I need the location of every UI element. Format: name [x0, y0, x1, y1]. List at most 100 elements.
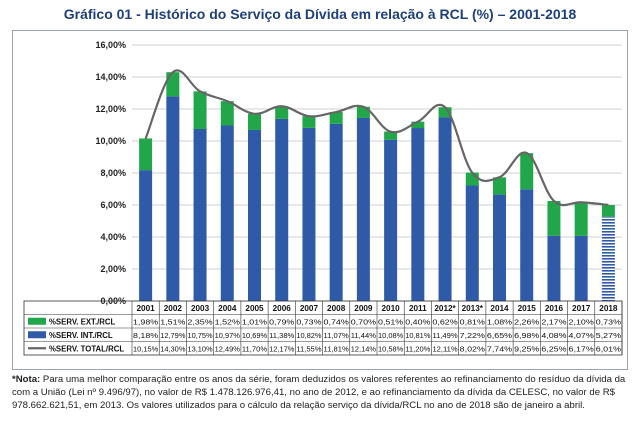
legend-label: %SERV. INT./RCL	[49, 331, 113, 340]
data-label: 1,98%	[133, 317, 158, 326]
x-tick-label: 2016	[545, 304, 564, 313]
bar-int	[574, 235, 588, 301]
data-label: 4,07%	[569, 331, 594, 340]
bar-int	[220, 125, 234, 301]
data-label: 11,38%	[269, 331, 294, 340]
data-label: 13,10%	[187, 344, 212, 353]
data-label: 11,20%	[405, 344, 430, 353]
bar-int	[193, 129, 207, 301]
bar-ext	[166, 72, 180, 97]
chart-title: Gráfico 01 - Histórico do Serviço da Dív…	[63, 6, 577, 22]
data-label: 11,55%	[296, 344, 321, 353]
y-tick-label: 8,00%	[100, 168, 126, 178]
bar-int	[493, 194, 506, 301]
bar-int	[275, 118, 289, 301]
data-label: 2,10%	[569, 317, 594, 326]
x-tick-label: 2012*	[434, 304, 456, 313]
bar-int	[302, 127, 316, 301]
x-tick-label: 2005	[245, 304, 264, 313]
data-label: 10,82%	[296, 331, 321, 340]
y-tick-label: 16,00%	[95, 40, 126, 50]
bars	[139, 72, 615, 302]
footnote-prefix: *Nota:	[12, 374, 41, 385]
x-tick-label: 2010	[382, 304, 401, 313]
bar-ext	[329, 112, 343, 124]
data-label: 4,08%	[541, 331, 566, 340]
data-label: 2,26%	[514, 317, 539, 326]
data-label: 0,79%	[269, 317, 294, 326]
bar-ext	[220, 101, 234, 126]
data-label: 0,73%	[596, 317, 621, 326]
x-tick-label: 2014	[490, 304, 509, 313]
data-label: 1,52%	[215, 317, 240, 326]
y-tick-label: 12,00%	[95, 104, 126, 114]
bar-ext	[411, 121, 425, 129]
bar-int	[356, 117, 370, 302]
bar-ext	[520, 153, 534, 190]
bar-ext	[193, 91, 207, 129]
x-tick-label: 2006	[273, 304, 292, 313]
gridlines	[132, 44, 622, 302]
x-tick-label: 2017	[572, 304, 591, 313]
x-tick-label: 2018	[599, 304, 618, 313]
y-tick-label: 14,00%	[95, 72, 126, 82]
bar-int	[438, 117, 452, 301]
bar-int	[329, 123, 343, 301]
x-tick-label: 2004	[218, 304, 237, 313]
x-tick-label: 2009	[354, 304, 373, 313]
bar-ext	[493, 177, 506, 195]
x-tick-label: 2001	[137, 304, 156, 313]
data-label: 12,14%	[351, 344, 376, 353]
bar-int	[547, 235, 561, 301]
data-label: 12,79%	[160, 331, 185, 340]
y-tick-label: 2,00%	[100, 264, 126, 274]
x-tick-label: 2003	[191, 304, 210, 313]
data-label: 10,08%	[378, 331, 403, 340]
data-label: 0,62%	[432, 317, 457, 326]
data-label: 1,01%	[242, 317, 267, 326]
chart: 0,00%2,00%4,00%6,00%8,00%10,00%12,00%14,…	[23, 40, 623, 356]
bar-ext	[275, 106, 289, 119]
data-label: 6,01%	[596, 344, 621, 353]
y-tick-label: 10,00%	[95, 136, 126, 146]
data-label: 12,11%	[432, 344, 457, 353]
footnote: *Nota: Para uma melhor comparação entre …	[12, 374, 628, 412]
data-label: 6,98%	[514, 331, 539, 340]
legend-key	[28, 317, 46, 325]
x-tick-label: 2015	[518, 304, 537, 313]
bar-ext	[248, 113, 261, 130]
bar-int	[384, 139, 398, 301]
bar-ext	[139, 138, 153, 171]
total-line-path	[144, 69, 609, 207]
data-label: 7,22%	[460, 331, 485, 340]
bar-int	[411, 128, 425, 301]
data-label: 11,49%	[432, 331, 457, 340]
data-table: 2001 2002 2003 2004 2005 2006 2007 2008 2009 2010…	[23, 300, 623, 356]
data-label: 11,07%	[324, 331, 349, 340]
data-label: 11,70%	[242, 344, 267, 353]
data-label: 10,15%	[133, 344, 158, 353]
data-label: 7,74%	[487, 344, 512, 353]
bar-ext	[438, 107, 452, 118]
data-label: 6,17%	[569, 344, 594, 353]
data-label: 0,40%	[405, 317, 430, 326]
x-tick-label: 2008	[327, 304, 346, 313]
y-axis: 0,00%2,00%4,00%6,00%8,00%10,00%12,00%14,…	[95, 40, 126, 306]
data-label: 10,97%	[215, 331, 240, 340]
legend-label: %SERV. TOTAL/RCL	[49, 344, 124, 353]
data-label: 0,74%	[324, 317, 349, 326]
y-tick-label: 4,00%	[100, 232, 126, 242]
bar-ext	[356, 106, 370, 118]
bar-ext	[465, 172, 479, 186]
bar-ext	[601, 205, 615, 217]
data-label: 0,51%	[378, 317, 403, 326]
total-line	[144, 69, 609, 207]
data-label: 10,75%	[187, 331, 212, 340]
x-tick-label: 2007	[300, 304, 319, 313]
data-label: 0,73%	[296, 317, 321, 326]
data-label: 9,25%	[514, 344, 539, 353]
data-label: 10,81%	[405, 331, 430, 340]
data-label: 11,81%	[324, 344, 349, 353]
data-label: 6,25%	[541, 344, 566, 353]
bar-int	[465, 185, 479, 301]
